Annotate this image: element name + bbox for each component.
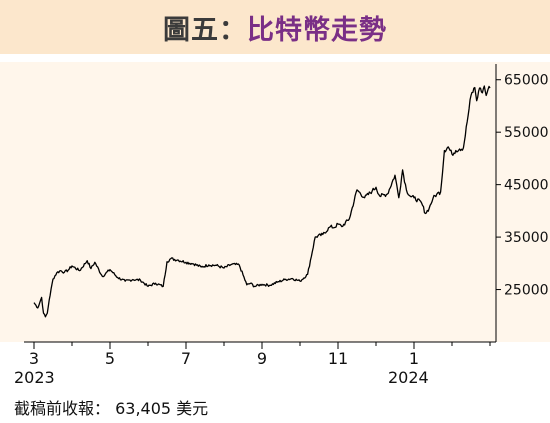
x-tick-label: 9: [257, 349, 267, 368]
x-tick-label: 11: [328, 349, 348, 368]
title-bar: 圖五： 比特幣走勢: [0, 0, 550, 54]
price-series-line: [33, 85, 491, 318]
title-prefix: 圖五：: [163, 14, 247, 46]
x-tick-label: 1: [409, 349, 419, 368]
y-tick-label: 25000: [504, 283, 549, 299]
closing-price-note: 截稿前收報： 63,405 美元: [14, 399, 209, 418]
y-tick-label: 65000: [504, 73, 549, 89]
x-year-label-2023: 2023: [14, 368, 55, 387]
x-year-label-2024: 2024: [388, 368, 429, 387]
x-tick-label: 7: [181, 349, 191, 368]
plot-background: [0, 62, 550, 342]
x-tick-label: 3: [29, 349, 39, 368]
y-tick-label: 55000: [504, 125, 549, 141]
y-tick-label: 35000: [504, 230, 549, 246]
x-tick-label: 5: [105, 349, 115, 368]
y-tick-label: 45000: [504, 178, 549, 194]
chart-title: 比特幣走勢: [247, 14, 387, 46]
